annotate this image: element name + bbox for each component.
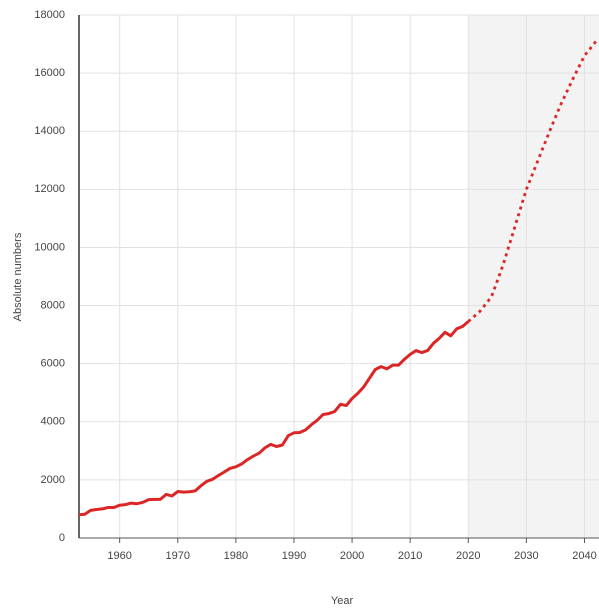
x-axis-label: Year [331, 595, 354, 607]
forecast-shade [468, 15, 599, 538]
x-tick-label: 2040 [572, 550, 596, 562]
x-tick-label: 2000 [340, 550, 364, 562]
x-tick-label: 1980 [224, 550, 248, 562]
y-tick-label: 8000 [41, 299, 65, 311]
x-tick-label: 1990 [282, 550, 306, 562]
y-axis-label: Absolute numbers [12, 232, 24, 321]
y-tick-label: 16000 [34, 67, 65, 79]
x-tick-label: 2020 [456, 550, 480, 562]
x-tick-label: 1960 [107, 550, 131, 562]
y-tick-label: 4000 [41, 416, 65, 428]
x-tick-label: 1970 [166, 550, 190, 562]
x-tick-label: 2030 [514, 550, 538, 562]
y-tick-label: 18000 [34, 9, 65, 21]
data-line [467, 40, 598, 323]
y-tick-label: 6000 [41, 358, 65, 370]
x-tick-label: 2010 [398, 550, 422, 562]
y-tick-label: 10000 [34, 241, 65, 253]
y-tick-label: 2000 [41, 474, 65, 486]
y-tick-label: 12000 [34, 183, 65, 195]
y-tick-label: 0 [59, 532, 65, 544]
y-tick-label: 14000 [34, 125, 65, 137]
data-line [78, 320, 470, 517]
